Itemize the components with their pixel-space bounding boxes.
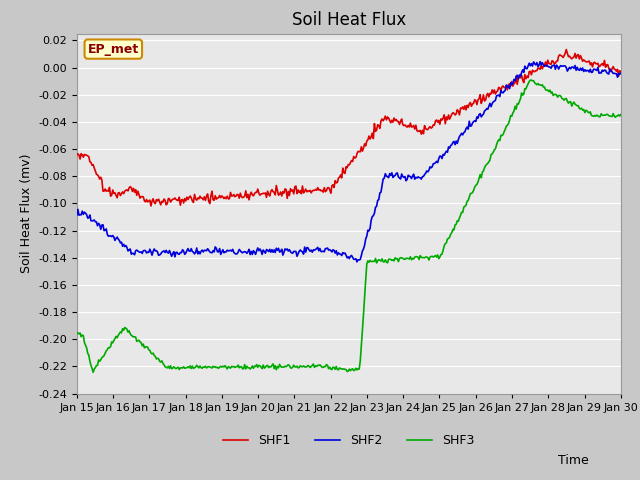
SHF3 bbox=[90, 370, 97, 375]
SHF1 bbox=[398, 116, 406, 122]
Legend: SHF1, SHF2, SHF3: SHF1, SHF2, SHF3 bbox=[218, 429, 480, 452]
Line: SHF2: SHF2 bbox=[77, 61, 621, 262]
SHF2 bbox=[353, 259, 361, 264]
SHF2 bbox=[332, 250, 339, 256]
SHF2 bbox=[606, 66, 614, 72]
SHF2 bbox=[617, 71, 625, 76]
SHF1 bbox=[332, 180, 340, 186]
SHF1 bbox=[147, 203, 155, 209]
SHF1 bbox=[369, 130, 376, 136]
SHF2 bbox=[369, 214, 376, 219]
Y-axis label: Soil Heat Flux (mv): Soil Heat Flux (mv) bbox=[20, 154, 33, 273]
SHF1 bbox=[336, 174, 344, 180]
SHF3 bbox=[332, 364, 340, 370]
SHF3 bbox=[606, 113, 614, 119]
SHF1 bbox=[520, 80, 527, 85]
Text: EP_met: EP_met bbox=[88, 43, 139, 56]
SHF3 bbox=[336, 365, 344, 371]
SHF1 bbox=[617, 69, 625, 74]
SHF3 bbox=[617, 112, 625, 118]
SHF2 bbox=[73, 212, 81, 218]
SHF3 bbox=[398, 255, 406, 261]
SHF3 bbox=[369, 259, 376, 264]
SHF3 bbox=[73, 331, 81, 336]
SHF2 bbox=[398, 171, 406, 177]
SHF2 bbox=[536, 59, 544, 64]
SHF1 bbox=[563, 47, 570, 52]
SHF3 bbox=[527, 77, 534, 83]
Line: SHF1: SHF1 bbox=[77, 49, 621, 206]
SHF1 bbox=[73, 152, 81, 158]
SHF1 bbox=[606, 68, 614, 73]
Line: SHF3: SHF3 bbox=[77, 80, 621, 372]
SHF2 bbox=[335, 250, 342, 256]
SHF2 bbox=[520, 70, 527, 75]
Text: Time: Time bbox=[558, 454, 589, 467]
Title: Soil Heat Flux: Soil Heat Flux bbox=[292, 11, 406, 29]
SHF3 bbox=[520, 91, 527, 97]
